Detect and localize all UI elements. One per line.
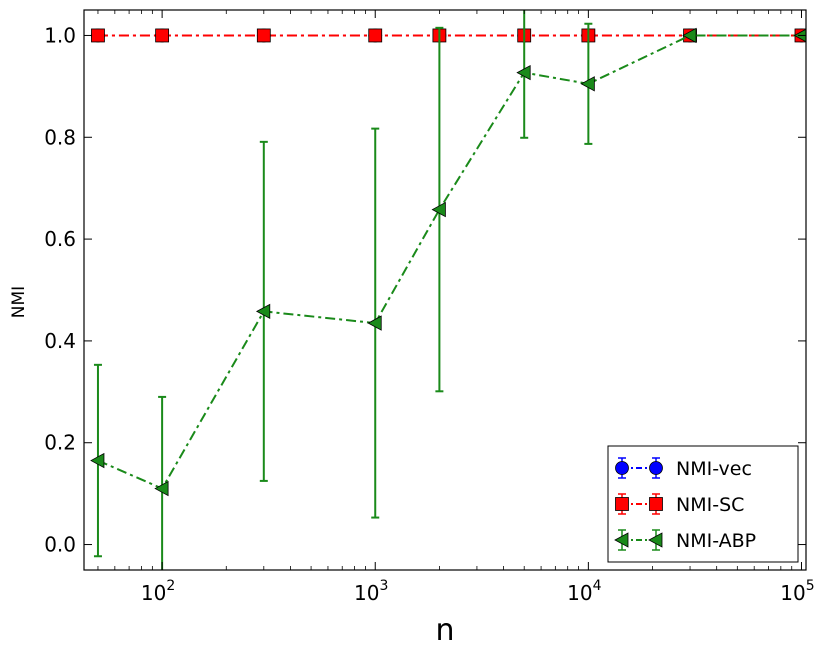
x-axis-label: n <box>435 613 454 648</box>
legend-label: NMI-ABP <box>676 530 756 552</box>
y-tick-label: 0.4 <box>44 329 76 353</box>
series-NMI-ABP <box>90 10 806 570</box>
data-point <box>91 28 105 43</box>
data-point <box>368 28 383 43</box>
data-point <box>367 315 382 331</box>
legend: NMI-vec NMI-SC NMI-ABP <box>607 445 799 563</box>
data-point <box>255 303 271 320</box>
series-line <box>97 34 802 490</box>
data-point <box>155 28 170 43</box>
x-tick-label: 102 <box>141 578 175 605</box>
data-point <box>682 27 697 44</box>
data-point <box>516 64 531 81</box>
y-tick-label: 1.0 <box>44 23 76 47</box>
data-point <box>90 452 105 469</box>
data-point <box>431 201 446 218</box>
legend-label: NMI-vec <box>676 458 752 480</box>
data-point <box>154 480 169 497</box>
data-point <box>256 28 271 43</box>
plot-frame <box>83 9 807 571</box>
legend-marker <box>649 497 663 511</box>
series-layer <box>90 10 806 570</box>
legend-marker <box>648 532 663 548</box>
legend-marker <box>615 461 629 475</box>
y-tick-label: 0.2 <box>44 431 76 455</box>
x-tick-label: 103 <box>354 578 388 605</box>
y-tick-label: 0.0 <box>44 533 76 557</box>
legend-marker <box>615 497 629 511</box>
legend-marker <box>649 461 663 475</box>
axes-layer: 0.0 0.2 0.4 0.6 0.8 1.0 102 103 104 105 <box>44 9 815 605</box>
legend-marker <box>614 532 629 548</box>
y-tick-label: 0.6 <box>44 227 76 251</box>
legend-label: NMI-SC <box>676 494 744 516</box>
y-axis-label: NMI <box>9 286 29 318</box>
y-tick-label: 0.8 <box>44 125 76 149</box>
x-tick-label: 105 <box>780 578 814 605</box>
x-tick-label: 104 <box>567 578 601 605</box>
data-point <box>580 76 595 92</box>
